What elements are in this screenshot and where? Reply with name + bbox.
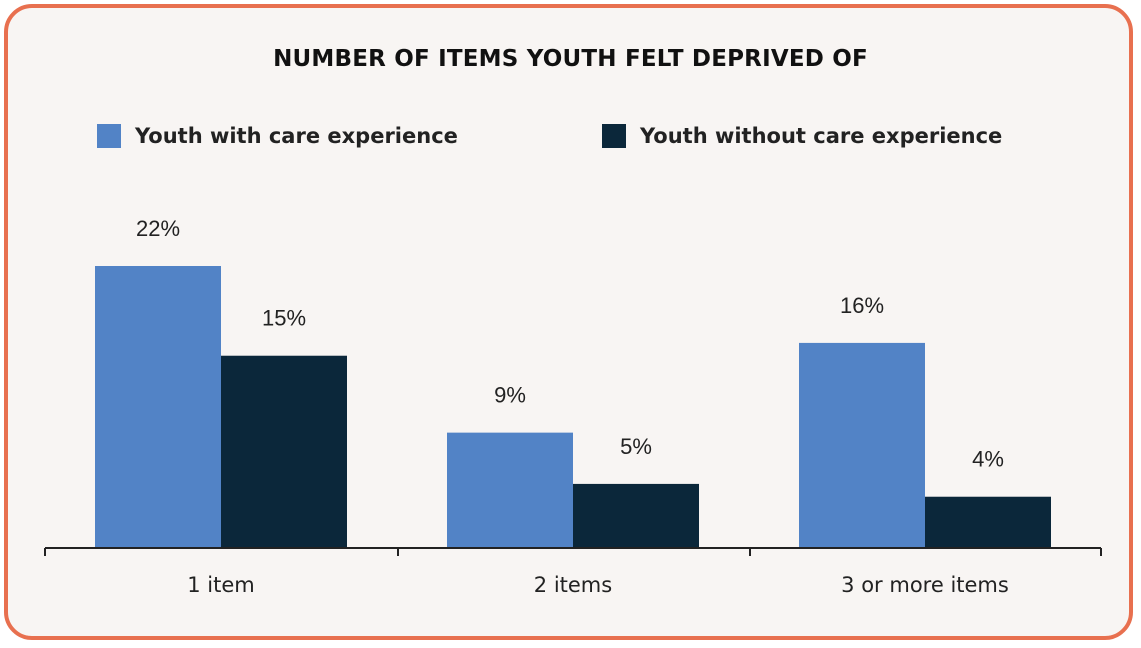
legend-swatch-without-care bbox=[602, 124, 626, 148]
x-tick-label-2: 2 items bbox=[534, 573, 612, 597]
bar-without-care-2 bbox=[573, 483, 699, 548]
x-tick-label-3: 3 or more items bbox=[841, 573, 1009, 597]
legend-item-without-care: Youth without care experience bbox=[602, 122, 1002, 150]
bar-without-care-3 bbox=[925, 496, 1051, 548]
legend-label-with-care: Youth with care experience bbox=[135, 124, 458, 148]
data-label-with-care-1: 22% bbox=[136, 216, 180, 241]
data-label-with-care-2: 9% bbox=[494, 383, 526, 408]
data-label-with-care-3: 16% bbox=[840, 293, 884, 318]
data-label-without-care-1: 15% bbox=[262, 306, 306, 331]
legend-swatch-with-care bbox=[97, 124, 121, 148]
legend-item-with-care: Youth with care experience bbox=[97, 122, 458, 150]
data-label-without-care-3: 4% bbox=[972, 447, 1004, 472]
chart-title: NUMBER OF ITEMS YOUTH FELT DEPRIVED OF bbox=[273, 46, 868, 72]
bar-with-care-3 bbox=[799, 342, 925, 548]
bar-with-care-1 bbox=[95, 266, 221, 548]
x-tick-label-1: 1 item bbox=[187, 573, 254, 597]
bar-without-care-1 bbox=[221, 355, 347, 548]
data-label-without-care-2: 5% bbox=[620, 434, 652, 459]
bar-with-care-2 bbox=[447, 432, 573, 548]
legend-label-without-care: Youth without care experience bbox=[640, 124, 1003, 148]
